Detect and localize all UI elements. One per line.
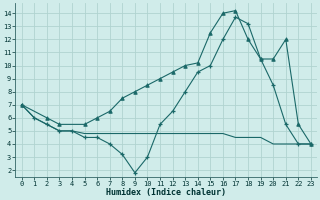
X-axis label: Humidex (Indice chaleur): Humidex (Indice chaleur) (106, 188, 226, 197)
